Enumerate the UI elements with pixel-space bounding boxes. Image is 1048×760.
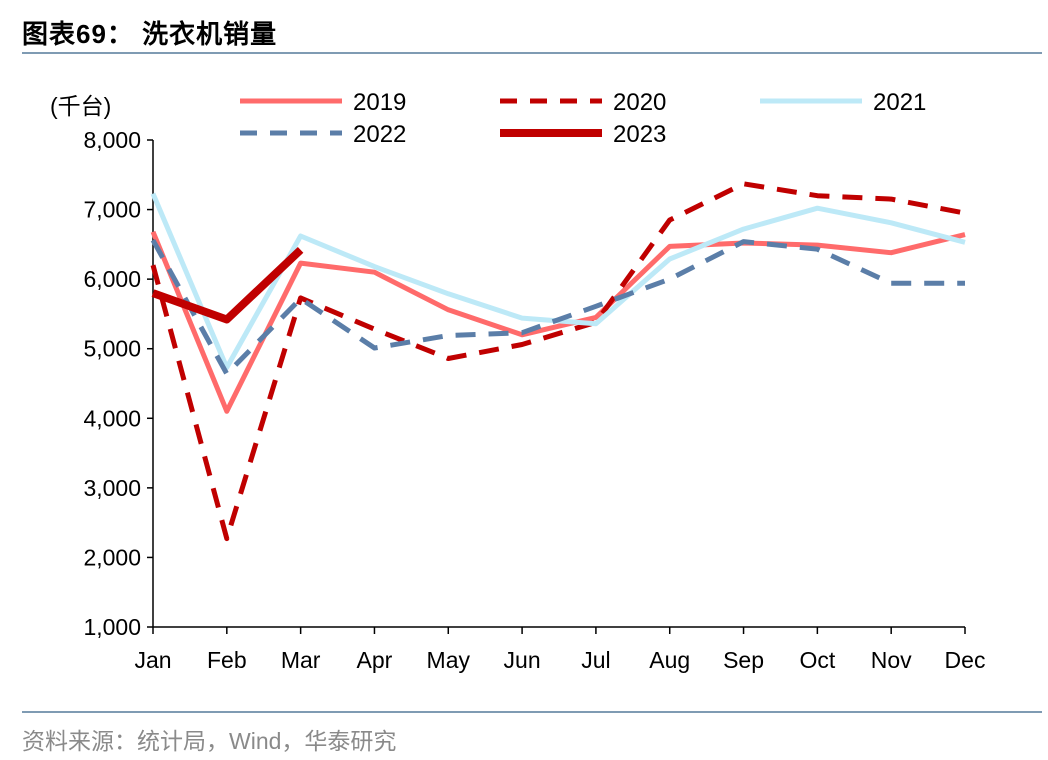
x-tick-label: Nov xyxy=(871,647,912,673)
source-note: 资料来源：统计局，Wind，华泰研究 xyxy=(22,728,397,754)
chart-series-lines xyxy=(150,181,966,542)
legend-label-2019: 2019 xyxy=(353,89,406,116)
series-line-2019 xyxy=(150,230,966,414)
legend-label-2021: 2021 xyxy=(873,89,926,116)
legend-label-2023: 2023 xyxy=(613,121,666,148)
y-axis-unit-label: (千台) xyxy=(50,93,111,119)
x-tick-label: May xyxy=(427,647,471,673)
y-tick-label: 6,000 xyxy=(83,266,141,292)
x-tick-label: Apr xyxy=(357,647,393,673)
y-tick-label: 1,000 xyxy=(83,614,141,640)
x-tick-label: Sep xyxy=(723,647,764,673)
y-tick-label: 8,000 xyxy=(83,127,141,153)
line-chart: 1,000 2,000 3,000 4,000 5,000 6,000 7,000 8,000… xyxy=(50,89,985,673)
y-tick-label: 7,000 xyxy=(83,197,141,223)
series-line-2022 xyxy=(150,238,965,377)
series-line-2021 xyxy=(150,192,966,370)
chart-axes: 1,000 2,000 3,000 4,000 5,000 6,000 7,000 8,000… xyxy=(83,127,985,673)
series-line-2023 xyxy=(151,246,304,324)
y-tick-label: 4,000 xyxy=(83,405,141,431)
x-tick-label: Oct xyxy=(799,647,835,673)
x-tick-label: Mar xyxy=(281,647,321,673)
chart-legend: 2019 2020 2021 2022 2023 xyxy=(240,89,926,148)
footer-divider xyxy=(22,711,1042,713)
x-tick-label: Feb xyxy=(207,647,247,673)
legend-label-2022: 2022 xyxy=(353,121,406,148)
legend-label-2020: 2020 xyxy=(613,89,666,116)
x-tick-label: Aug xyxy=(649,647,690,673)
x-tick-label: Jul xyxy=(581,647,610,673)
x-tick-label: Jan xyxy=(134,647,171,673)
chart-title: 图表69： 洗衣机销量 xyxy=(22,19,278,49)
title-divider xyxy=(22,52,1042,54)
y-tick-label: 3,000 xyxy=(83,475,141,501)
x-tick-label: Jun xyxy=(504,647,541,673)
y-tick-label: 5,000 xyxy=(83,336,141,362)
series-line-2020 xyxy=(150,181,966,542)
x-tick-label: Dec xyxy=(945,647,986,673)
y-tick-label: 2,000 xyxy=(83,544,141,570)
